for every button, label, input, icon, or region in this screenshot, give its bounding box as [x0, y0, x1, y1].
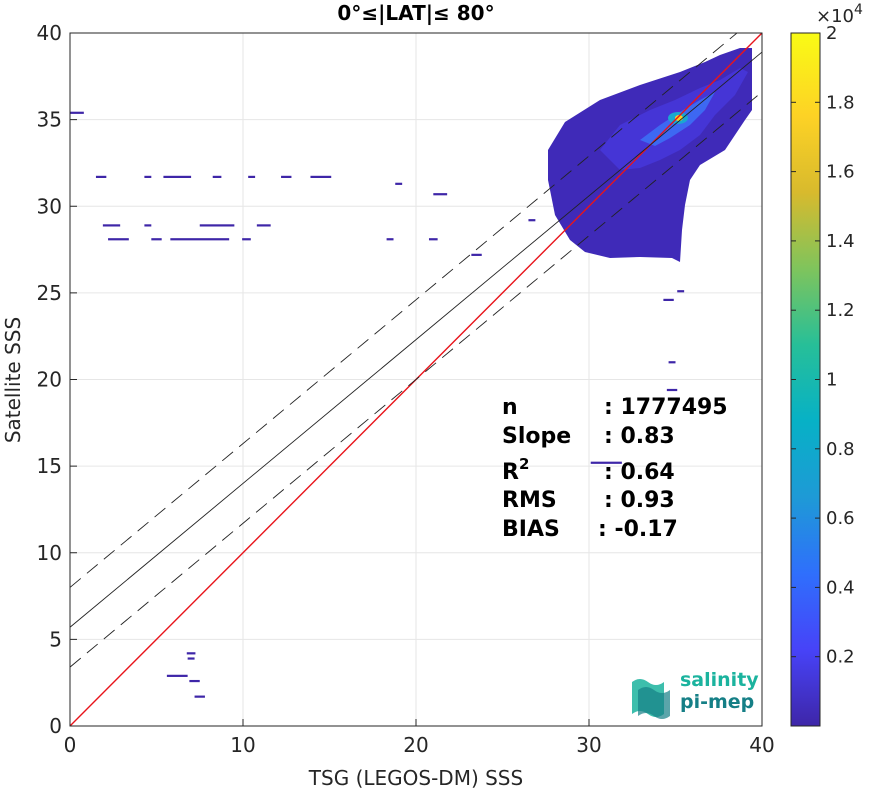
stat-value: : -0.17 — [598, 517, 678, 542]
stat-value: : 0.83 — [604, 424, 675, 449]
line-regression — [70, 51, 762, 628]
scatter-point — [70, 111, 84, 114]
y-tick-label: 10 — [37, 541, 62, 565]
scatter-point — [256, 224, 271, 227]
scatter-point — [186, 652, 196, 655]
scatter-point — [528, 219, 536, 222]
stat-label: RMS — [502, 488, 557, 513]
scatter-point — [395, 182, 403, 185]
y-axis-ticks: 0 5 10 15 20 25 30 35 40 — [37, 21, 77, 738]
colorbar-tick-label: 0.4 — [826, 577, 855, 598]
scatter-point — [471, 253, 482, 256]
scatter-point — [242, 238, 251, 241]
scatter-point — [199, 224, 235, 227]
stat-label: Slope — [502, 424, 571, 449]
scatter-point — [151, 238, 162, 241]
stat-value: : 0.64 — [604, 460, 675, 485]
y-tick-label: 15 — [37, 454, 62, 478]
scatter-point — [102, 224, 121, 227]
scatter-point — [189, 679, 200, 683]
scatter-point — [108, 238, 129, 241]
colorbar-exponent: ×104 — [816, 2, 863, 27]
scatter-point — [386, 238, 394, 241]
scatter-point — [144, 224, 152, 227]
scatter-point — [281, 175, 292, 178]
colorbar-tick-label: 1.8 — [826, 92, 855, 113]
scatter-point — [163, 175, 192, 178]
x-tick-label: 30 — [576, 733, 601, 757]
colorbar-ticks: 0.2 0.4 0.6 0.8 1 1.2 1.4 1.6 1.8 2 — [791, 23, 855, 668]
scatter-point — [590, 461, 622, 464]
stat-label: n — [502, 395, 518, 420]
y-tick-label: 25 — [37, 281, 62, 305]
y-axis-label: Satellite SSS — [1, 317, 25, 443]
salinity-pi-mep-logo: salinity pi-mep — [632, 669, 759, 719]
colorbar-tick-label: 1.2 — [826, 300, 855, 321]
colorbar-tick-label: 1.4 — [826, 231, 855, 252]
colorbar-tick-label: 0.2 — [826, 647, 855, 668]
x-axis-ticks: 0 10 20 30 40 — [64, 719, 775, 757]
density-cloud — [70, 48, 752, 698]
scatter-point — [428, 238, 438, 241]
y-tick-label: 0 — [49, 714, 62, 738]
scatter-point — [212, 175, 222, 178]
colorbar-tick-label: 1.6 — [826, 162, 855, 183]
stat-value: : 1777495 — [604, 395, 728, 420]
y-tick-label: 20 — [37, 368, 62, 392]
logo-line2: pi-mep — [680, 691, 754, 713]
stat-value: : 0.93 — [604, 488, 675, 513]
scatter-point — [194, 695, 205, 698]
scatter-point — [666, 388, 678, 392]
line-regression+ — [70, 33, 738, 588]
y-tick-label: 40 — [37, 21, 62, 45]
y-tick-label: 5 — [49, 627, 62, 651]
scatter-point — [95, 175, 107, 178]
colorbar-tick-label: 2 — [826, 23, 837, 44]
x-tick-label: 40 — [749, 733, 774, 757]
y-tick-label: 35 — [37, 108, 62, 132]
colorbar-tick-label: 0.8 — [826, 439, 855, 460]
scatter-point — [433, 193, 448, 196]
x-axis-label: TSG (LEGOS-DM) SSS — [308, 766, 523, 790]
scatter-point — [187, 657, 195, 660]
logo-wave-icon — [632, 679, 670, 719]
x-tick-label: 10 — [230, 733, 255, 757]
fit-lines — [70, 33, 762, 726]
x-tick-label: 20 — [403, 733, 428, 757]
scatter-point — [668, 361, 676, 364]
line-regression- — [70, 91, 762, 668]
stat-label: BIAS — [502, 517, 560, 542]
scatter-point — [663, 298, 674, 302]
y-tick-label: 30 — [37, 194, 62, 218]
scatter-point — [144, 175, 152, 178]
logo-line1: salinity — [680, 669, 759, 691]
scatter-point — [166, 674, 188, 677]
colorbar-tick-label: 0.6 — [826, 508, 855, 529]
scatter-point — [248, 175, 256, 178]
scatter-point — [677, 290, 685, 293]
colorbar-tick-label: 1 — [826, 370, 837, 391]
x-tick-label: 0 — [64, 733, 77, 757]
scatter-points — [70, 111, 685, 698]
scatter-point — [310, 175, 332, 178]
scatter-point — [170, 238, 230, 241]
chart-title: 0°≤|LAT|≤ 80° — [337, 1, 494, 25]
